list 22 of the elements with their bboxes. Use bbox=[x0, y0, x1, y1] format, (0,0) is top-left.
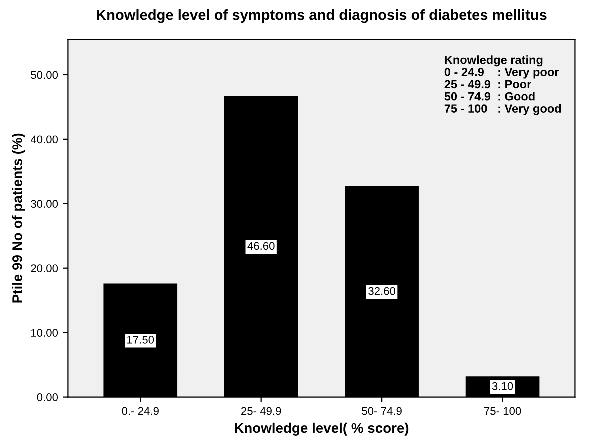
y-tick-label: 10.00 bbox=[32, 329, 58, 337]
data-label: 3.10 bbox=[492, 382, 514, 390]
annotation: 25 - 49.9 : Poor bbox=[444, 80, 532, 89]
y-tick-label: 0.00 bbox=[37, 394, 58, 402]
data-label: 17.50 bbox=[128, 336, 154, 344]
annotation: 50 - 74.9 : Good bbox=[444, 92, 535, 101]
x-tick-label: 75- 100 bbox=[484, 407, 522, 416]
annotation: 75 - 100 : Very good bbox=[444, 104, 562, 116]
chart-title: Knowledge level of symptoms and diagnosis of diabetes mellitus bbox=[97, 9, 547, 24]
y-axis-title: Ptile 99 No of patients (%) bbox=[12, 134, 26, 303]
x-tick-label: 25- 49.9 bbox=[242, 407, 282, 416]
y-tick-label: 20.00 bbox=[31, 264, 58, 272]
data-label: 32.60 bbox=[368, 287, 396, 296]
annotation: 0 - 24.9 : Very poor bbox=[444, 68, 560, 79]
y-tick-label: 40.00 bbox=[30, 136, 58, 144]
y-tick-label: 50.00 bbox=[31, 71, 58, 80]
annotation: Knowledge rating bbox=[445, 56, 543, 67]
y-tick-label: 30.00 bbox=[31, 200, 58, 208]
x-tick-label: 50- 74.9 bbox=[362, 407, 402, 416]
x-axis-title: Knowledge level( % score) bbox=[235, 422, 409, 436]
x-tick-label: 0.- 24.9 bbox=[122, 407, 159, 416]
data-label: 46.60 bbox=[248, 242, 275, 250]
